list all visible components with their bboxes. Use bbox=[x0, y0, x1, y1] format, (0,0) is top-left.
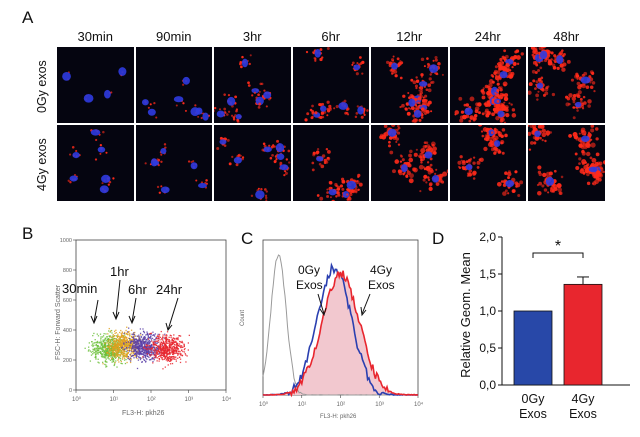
scatter-annotations: 30min 1hr 6hr 24hr bbox=[62, 264, 183, 332]
svg-text:10³: 10³ bbox=[375, 402, 384, 408]
timepoint-label: 24hr bbox=[474, 29, 501, 44]
annotation-4gy-line2: Exos bbox=[368, 278, 395, 292]
row-label: 4Gy exos bbox=[35, 138, 49, 191]
micrograph-cell bbox=[449, 125, 526, 201]
bar-0 bbox=[513, 310, 553, 386]
timepoint-label: 12hr bbox=[396, 29, 423, 44]
micrograph-cell bbox=[292, 47, 369, 123]
svg-text:10¹: 10¹ bbox=[110, 397, 119, 403]
svg-text:10⁰: 10⁰ bbox=[72, 396, 82, 403]
panel-c-histogram: Count FL3-H: pkh26 10⁰ 10¹ 10² 10³ 10⁴ 0Gy E… bbox=[240, 239, 424, 420]
micrograph-cell bbox=[57, 47, 134, 123]
bar-ylabel: Relative Geom. Mean bbox=[458, 252, 473, 378]
category-label: Exos bbox=[569, 407, 597, 421]
micrograph-cell bbox=[449, 47, 526, 123]
histogram-ylabel: Count bbox=[240, 310, 246, 326]
panel-c-letter: C bbox=[241, 229, 254, 248]
micrograph-cell bbox=[528, 47, 605, 123]
svg-text:10⁰: 10⁰ bbox=[259, 401, 269, 408]
annotation-0gy-line2: Exos bbox=[296, 278, 323, 292]
category-label: Exos bbox=[519, 407, 547, 421]
annotation-24hr: 24hr bbox=[156, 282, 183, 297]
svg-text:10²: 10² bbox=[147, 397, 156, 403]
timepoint-label: 3hr bbox=[242, 29, 262, 44]
micrograph-cell bbox=[135, 47, 212, 123]
histogram-4gy-fill bbox=[263, 270, 418, 395]
histogram-4gy-curve bbox=[262, 270, 419, 398]
panel-b-flow-scatter: FSC-H: Forward Scatter FL3-H: pkh26 10⁰ 1… bbox=[55, 238, 232, 417]
annotation-4gy-line1: 4Gy bbox=[370, 263, 392, 277]
svg-text:800: 800 bbox=[63, 268, 72, 274]
scatter-plot-frame bbox=[75, 239, 227, 391]
annotation-0gy-line1: 0Gy bbox=[298, 263, 320, 277]
category-label: 4Gy bbox=[572, 392, 596, 406]
timepoint-label: 90min bbox=[156, 29, 192, 44]
scatter-ticks: 10⁰ 10¹ 10² 10³ 10⁴ 0 200 400 600 800 1000 bbox=[60, 238, 232, 403]
y-tick-label: 0,5 bbox=[479, 341, 496, 355]
micrograph-cell bbox=[135, 125, 212, 201]
micrograph-cell bbox=[371, 125, 448, 201]
row-label: 0Gy exos bbox=[35, 60, 49, 113]
bar-marks bbox=[513, 276, 603, 386]
timepoint-label: 30min bbox=[77, 29, 113, 44]
svg-text:200: 200 bbox=[63, 358, 72, 364]
svg-text:10³: 10³ bbox=[185, 397, 194, 403]
panel-b-letter: B bbox=[22, 224, 34, 243]
bar-1 bbox=[563, 283, 603, 386]
panel-a-micrographs: 30min 90min 3hr 6hr 12hr 24hr 48hr 0Gy exos 4Gy … bbox=[0, 0, 640, 210]
micrograph-cell bbox=[214, 47, 291, 123]
micrograph-cell bbox=[528, 125, 605, 201]
y-tick-label: 1,5 bbox=[479, 267, 496, 281]
y-tick-label: 0,0 bbox=[479, 378, 496, 392]
scatter-events bbox=[84, 326, 190, 370]
micrograph-cell bbox=[292, 125, 369, 201]
significance-bracket bbox=[532, 252, 584, 258]
micrograph-cell bbox=[57, 125, 134, 201]
micrograph-cell bbox=[371, 47, 448, 123]
histogram-ticks: 10⁰ 10¹ 10² 10³ 10⁴ bbox=[259, 395, 424, 408]
panel-d-bar-chart: Relative Geom. Mean 0,00,51,01,52,0 0GyE… bbox=[458, 230, 630, 421]
svg-text:10¹: 10¹ bbox=[298, 402, 307, 408]
histogram-arrows bbox=[317, 293, 371, 317]
y-tick-label: 1,0 bbox=[479, 304, 496, 318]
annotation-arrows bbox=[90, 279, 179, 332]
y-tick-label: 2,0 bbox=[479, 230, 496, 244]
annotation-6hr: 6hr bbox=[128, 282, 147, 297]
significance-star: * bbox=[555, 238, 561, 255]
svg-text:10²: 10² bbox=[337, 402, 346, 408]
svg-text:0: 0 bbox=[69, 388, 72, 394]
scatter-xlabel: FL3-H: pkh26 bbox=[122, 410, 165, 417]
svg-text:10⁴: 10⁴ bbox=[222, 396, 232, 403]
category-label: 0Gy bbox=[522, 392, 546, 406]
svg-text:600: 600 bbox=[63, 298, 72, 304]
annotation-1hr: 1hr bbox=[110, 264, 129, 279]
timepoint-label: 6hr bbox=[321, 29, 341, 44]
annotation-30min: 30min bbox=[62, 281, 97, 296]
timepoint-label: 48hr bbox=[553, 29, 580, 44]
micrograph-cell bbox=[214, 125, 291, 201]
panel-a-letter: A bbox=[22, 8, 34, 27]
svg-text:1000: 1000 bbox=[60, 238, 72, 244]
svg-text:400: 400 bbox=[63, 328, 72, 334]
histogram-xlabel: FL3-H: pkh26 bbox=[320, 414, 357, 420]
svg-text:10⁴: 10⁴ bbox=[414, 401, 424, 408]
panel-d-letter: D bbox=[432, 229, 445, 248]
scatter-ylabel: FSC-H: Forward Scatter bbox=[55, 284, 62, 360]
